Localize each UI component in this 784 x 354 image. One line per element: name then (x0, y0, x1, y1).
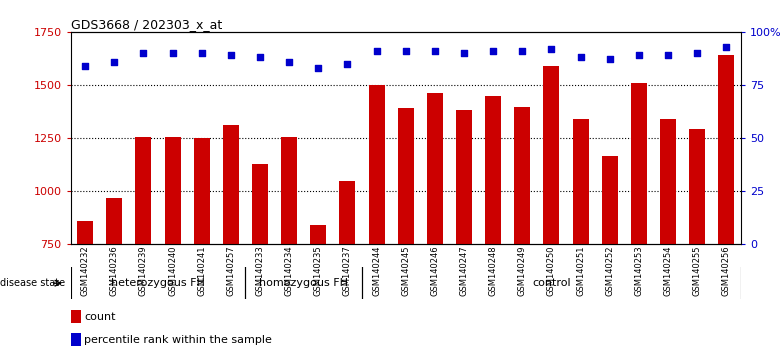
Point (429, 48, 441, 54)
Point (195, 50, 208, 56)
Bar (397, 108, 414, 244)
Bar (194, 138, 210, 244)
Bar (310, 225, 326, 244)
Point (224, 52, 237, 58)
Point (137, 50, 150, 56)
Point (487, 48, 499, 54)
Text: count: count (84, 312, 115, 322)
Point (79, 63, 92, 69)
Point (458, 50, 470, 56)
Text: disease state: disease state (0, 278, 65, 288)
Bar (165, 137, 180, 244)
Bar (631, 83, 647, 244)
Bar (718, 55, 735, 244)
Text: control: control (532, 278, 571, 288)
Bar (77, 221, 93, 244)
Bar (71, 333, 81, 346)
Point (370, 48, 383, 54)
Point (166, 50, 179, 56)
Point (341, 61, 354, 67)
Bar (426, 93, 443, 244)
Point (604, 57, 616, 62)
Bar (660, 119, 676, 244)
Bar (456, 110, 472, 244)
Text: GDS3668 / 202303_x_at: GDS3668 / 202303_x_at (71, 18, 222, 31)
Point (108, 59, 121, 64)
Bar (71, 310, 81, 323)
Bar (223, 125, 239, 244)
Text: heterozygous FH: heterozygous FH (111, 278, 205, 288)
Point (575, 55, 587, 60)
Point (720, 44, 732, 50)
Bar (689, 129, 705, 244)
Bar (572, 119, 589, 244)
Text: homozygous FH: homozygous FH (260, 278, 348, 288)
Bar (368, 85, 385, 244)
Point (399, 48, 412, 54)
Point (633, 52, 645, 58)
Bar (601, 156, 618, 244)
Point (312, 65, 325, 71)
Point (545, 46, 557, 52)
Bar (107, 198, 122, 244)
Bar (514, 107, 530, 244)
Bar (485, 96, 501, 244)
Point (662, 52, 674, 58)
Point (516, 48, 528, 54)
Point (691, 50, 703, 56)
Point (254, 55, 267, 60)
Bar (281, 137, 297, 244)
Text: percentile rank within the sample: percentile rank within the sample (84, 335, 272, 345)
Bar (252, 164, 268, 244)
Bar (543, 66, 560, 244)
Point (283, 59, 296, 64)
Bar (136, 137, 151, 244)
Bar (339, 181, 355, 244)
